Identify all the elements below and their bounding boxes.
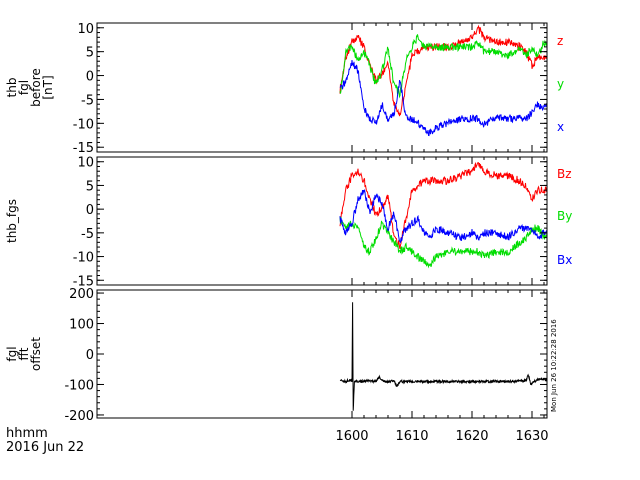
panel-1-traces (339, 24, 547, 137)
series-line-offset-panel-3 (339, 302, 547, 411)
legend-label-by: By (557, 209, 572, 223)
series-line-y-panel-1 (339, 34, 547, 99)
x-tick-label: 1600 (335, 429, 368, 444)
x-tick-label: 1620 (455, 429, 488, 444)
y-tick-label: 5 (86, 46, 94, 61)
y-tick-label: -10 (73, 251, 94, 266)
y-axis-label-panel-3: fft (17, 347, 31, 360)
y-tick-label: 10 (77, 156, 94, 171)
y-tick-label: -10 (73, 117, 94, 132)
legend-label-x: x (557, 120, 564, 134)
y-tick-label: 0 (86, 348, 94, 363)
y-tick-label: 100 (69, 318, 94, 333)
y-axis-label-panel-2: thb_fgs (5, 199, 19, 243)
footer-date: 2016 Jun 22 (6, 440, 84, 455)
y-axis-label-panel-3: fgl (5, 346, 19, 361)
y-tick-label: -200 (64, 409, 94, 424)
legend-label-z: z (557, 34, 563, 48)
series-line-bx-panel-2 (339, 189, 547, 244)
panel-2-frame (96, 156, 548, 286)
y-axis-label-panel-1: [nT] (41, 75, 55, 99)
y-tick-label: 10 (77, 22, 94, 37)
legend-label-bz: Bz (557, 167, 572, 181)
y-axis-label-panel-1: before (29, 68, 43, 107)
panel-2-traces (339, 161, 547, 269)
y-tick-label: 5 (86, 179, 94, 194)
footer-hhmm: hhmm (6, 426, 48, 441)
y-tick-label: -15 (73, 141, 94, 156)
panel-3-frame (96, 289, 548, 419)
y-tick-label: 0 (86, 70, 94, 85)
y-axis-label-panel-1: thb (5, 78, 19, 98)
timestamp-label: Mon Jun 26 10:22:28 2016 (550, 319, 558, 412)
legend-label-y: y (557, 77, 564, 91)
y-tick-label: 0 (86, 203, 94, 218)
y-axis-label-panel-1: fgl (17, 80, 31, 95)
y-tick-label: -5 (81, 227, 94, 242)
x-tick-label: 1630 (515, 429, 548, 444)
legend-label-bx: Bx (557, 253, 572, 267)
panel-1-frame (96, 22, 548, 153)
series-line-bz-panel-2 (339, 161, 547, 250)
y-axis-label-panel-3: offset (29, 337, 43, 371)
y-tick-label: 200 (69, 287, 94, 302)
y-tick-label: -100 (64, 378, 94, 393)
y-tick-label: -15 (73, 274, 94, 289)
x-tick-label: 1610 (395, 429, 428, 444)
y-tick-label: -5 (81, 93, 94, 108)
series-line-x-panel-1 (339, 59, 547, 137)
panel-3-traces (339, 302, 547, 411)
series-line-by-panel-2 (339, 216, 547, 269)
series-line-z-panel-1 (339, 24, 547, 117)
